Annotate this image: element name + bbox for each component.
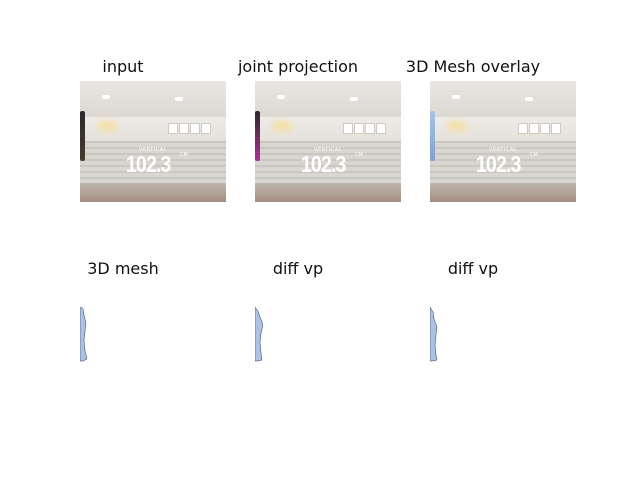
mesh-title: 3D mesh: [87, 259, 159, 278]
jump-value: 102.3: [300, 151, 347, 177]
vertical-label: VERTICAL: [314, 147, 342, 153]
gym-stands: [80, 141, 226, 186]
athlete-joints: [255, 111, 260, 161]
jump-value: 102.3: [475, 151, 522, 177]
joint-projection-title: joint projection: [237, 57, 359, 76]
mesh-overlay-image: VERTICAL 102.3 CM: [430, 81, 576, 202]
ceiling-light: [175, 97, 183, 101]
jump-unit: CM: [180, 152, 188, 158]
vertical-label: VERTICAL: [139, 147, 167, 153]
mesh-figure: [80, 307, 88, 362]
jump-unit: CM: [355, 152, 363, 158]
athlete: [80, 111, 85, 161]
mesh-overlay-title: 3D Mesh overlay: [405, 57, 541, 76]
joint-projection-image: VERTICAL 102.3 CM: [255, 81, 401, 202]
input-title: input: [102, 57, 144, 76]
window-row: [80, 123, 226, 134]
jump-unit: CM: [530, 152, 538, 158]
gym-floor: [80, 183, 226, 202]
light-glow: [98, 121, 116, 131]
jump-value: 102.3: [125, 151, 172, 177]
ceiling-light: [102, 95, 110, 99]
diff-vp-figure-2: [430, 307, 438, 362]
diff-vp-title-1: diff vp: [272, 259, 324, 278]
athlete-mesh-overlay: [430, 111, 435, 161]
diff-vp-title-2: diff vp: [447, 259, 499, 278]
diff-vp-figure-1: [255, 307, 263, 362]
input-image: VERTICAL 102.3 CM: [80, 81, 226, 202]
vertical-label: VERTICAL: [489, 147, 517, 153]
